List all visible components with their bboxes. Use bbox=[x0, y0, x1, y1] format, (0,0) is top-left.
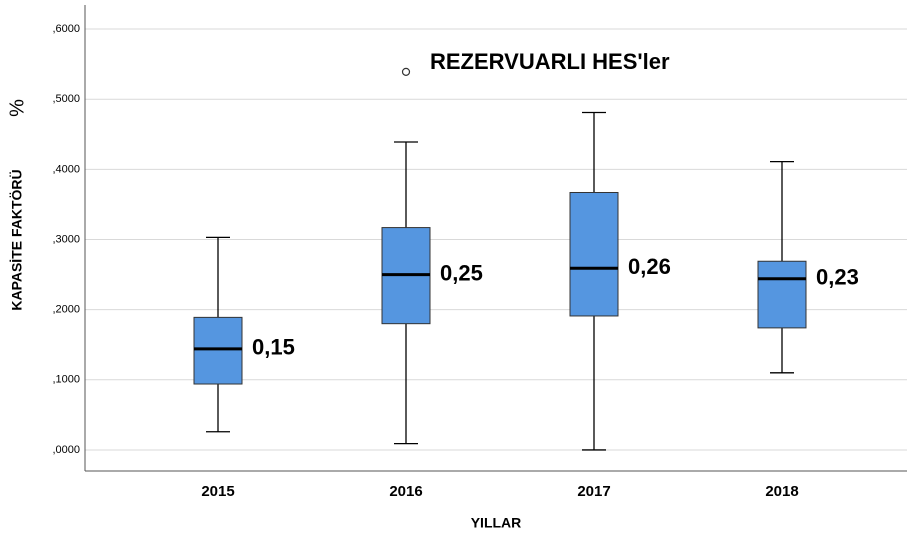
box bbox=[569, 191, 619, 317]
outlier bbox=[401, 67, 411, 76]
y-tick-label: ,5000 bbox=[52, 93, 80, 105]
x-tick-label: 2018 bbox=[765, 483, 798, 500]
x-tick-label: 2016 bbox=[389, 483, 422, 500]
box bbox=[193, 316, 243, 385]
y-tick-label: ,4000 bbox=[52, 163, 80, 175]
y-tick-label: ,6000 bbox=[52, 23, 80, 35]
y-tick-label: ,0000 bbox=[52, 444, 80, 456]
y-axis-title: KAPASİTE FAKTÖRÜ bbox=[9, 169, 25, 310]
annotation: 0,26 bbox=[628, 254, 671, 279]
y-tick-label: ,1000 bbox=[52, 374, 80, 386]
y-tick-label: ,3000 bbox=[52, 233, 80, 245]
box bbox=[757, 260, 807, 329]
annotation: 0,15 bbox=[252, 335, 295, 360]
y-tick-label: ,2000 bbox=[52, 304, 80, 316]
x-axis-title: YILLAR bbox=[471, 515, 522, 531]
annotation: 0,25 bbox=[440, 260, 483, 285]
y-axis-unit: % bbox=[6, 99, 28, 117]
x-tick-label: 2015 bbox=[201, 483, 234, 500]
annotation: 0,23 bbox=[816, 265, 859, 290]
x-tick-label: 2017 bbox=[577, 483, 610, 500]
chart-title: REZERVUARLI HES'ler bbox=[430, 49, 670, 74]
